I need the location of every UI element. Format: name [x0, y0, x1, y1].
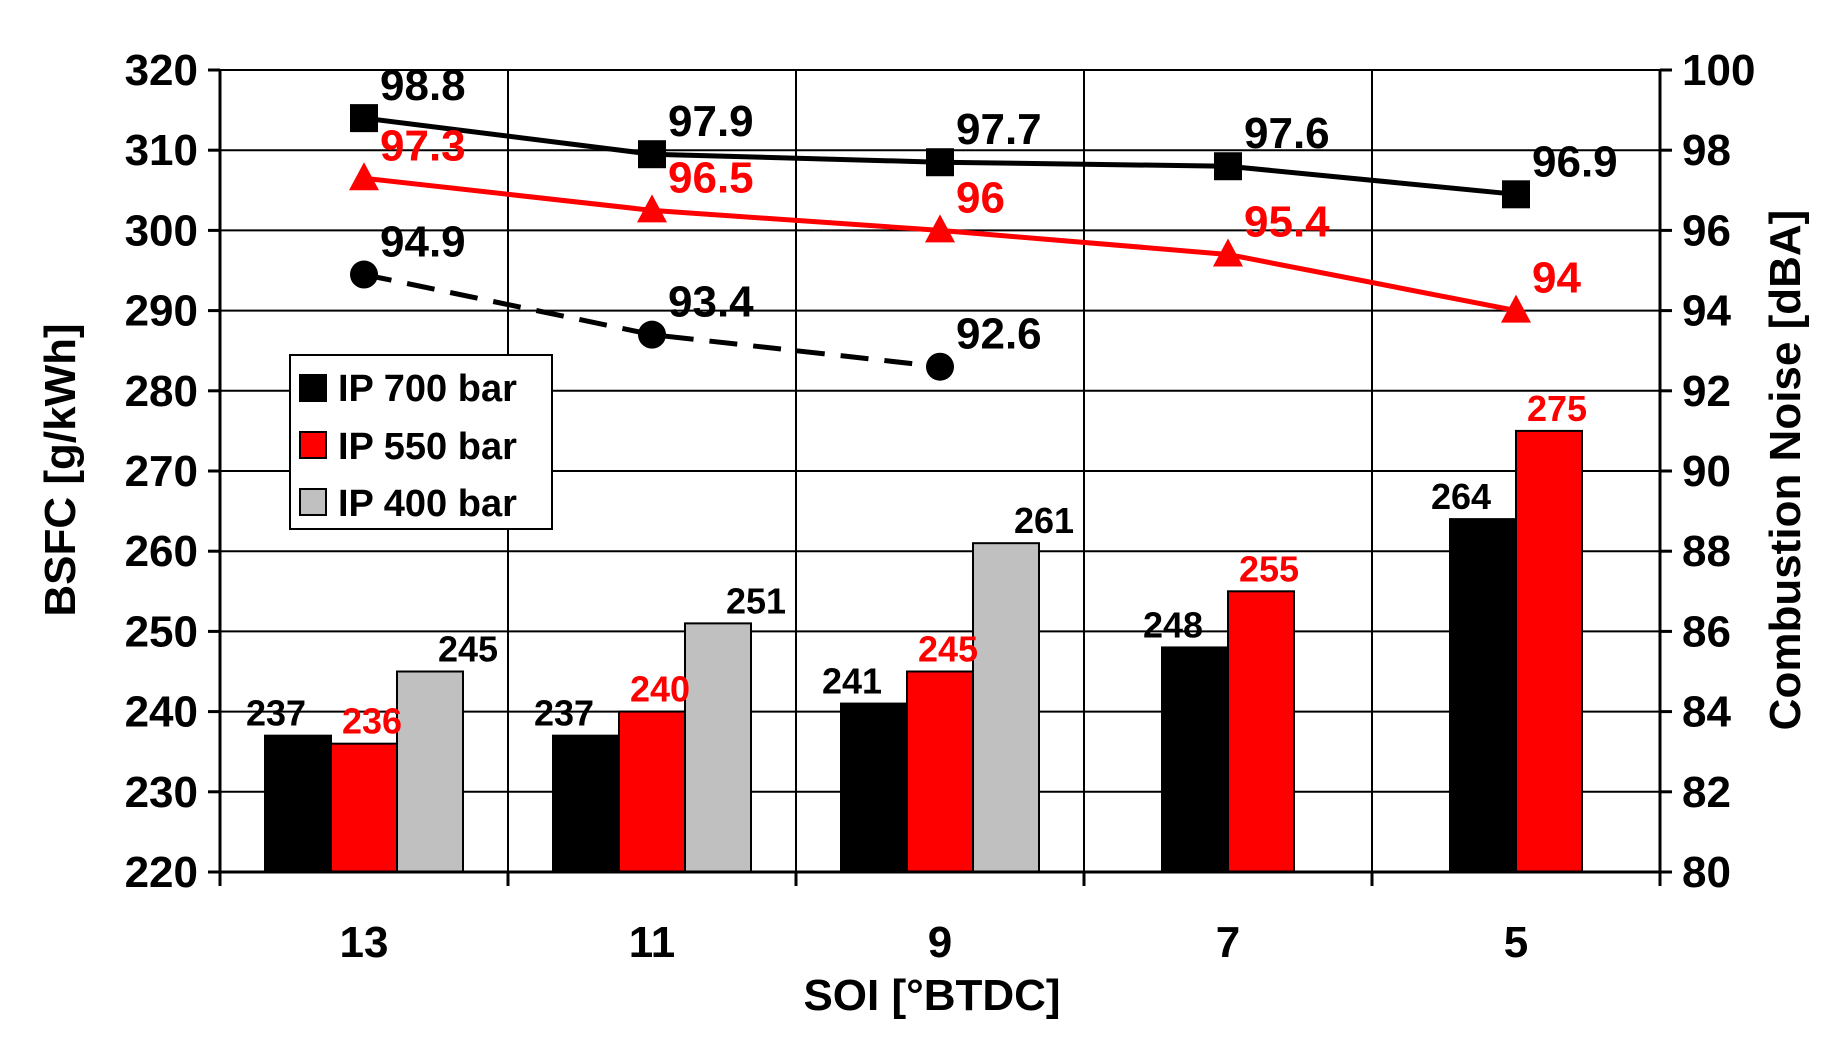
noise-value-label: 97.9 [668, 97, 754, 146]
y-tick-label: 300 [125, 206, 198, 255]
noise-value-label: 92.6 [956, 310, 1042, 359]
noise-value-label: 97.6 [1244, 109, 1330, 158]
y-tick-label: 240 [125, 688, 198, 737]
legend-swatch-400 [299, 488, 327, 516]
bar-value-label: 245 [438, 629, 498, 670]
legend-label-400: IP 400 bar [338, 483, 517, 525]
data-labels: 237 236 245 237 240 251 241 245 261 248 255 264 275 9… [246, 61, 1618, 742]
y-tick-label: 230 [125, 768, 198, 817]
bar-ip-700-bar [1161, 646, 1229, 873]
noise-value-label: 97.7 [956, 105, 1042, 154]
bar-ip-400-bar [972, 542, 1040, 873]
x-tick-label: 9 [928, 918, 952, 967]
noise-value-label: 98.8 [380, 61, 466, 110]
bar-value-label: 236 [342, 701, 402, 742]
bar-value-label: 241 [822, 661, 882, 702]
bar-ip-550-bar [906, 670, 974, 873]
bar-value-label: 264 [1431, 476, 1491, 517]
bar-ip-550-bar [330, 742, 398, 873]
legend-box [289, 354, 553, 530]
noise-value-label: 93.4 [668, 278, 754, 327]
noise-marker-circle [926, 352, 954, 381]
noise-value-label: 94 [1532, 254, 1581, 303]
noise-value-label: 97.3 [380, 121, 466, 170]
y2-tick-label: 100 [1682, 46, 1755, 95]
bar-ip-700-bar [840, 702, 908, 874]
y2-tick-label: 94 [1682, 287, 1731, 336]
y-tick-label: 260 [125, 527, 198, 576]
y-tick-label: 310 [125, 126, 198, 175]
noise-marker-circle [350, 260, 378, 289]
noise-marker-circle [638, 320, 666, 349]
bar-ip-550-bar [1227, 590, 1295, 873]
y-tick-label: 280 [125, 367, 198, 416]
noise-marker-square [1214, 152, 1242, 181]
y2-tick-label: 88 [1682, 527, 1731, 576]
bar-value-label: 255 [1239, 548, 1299, 589]
noise-lines [349, 104, 1531, 381]
bar-ip-550-bar [618, 710, 686, 873]
legend-swatch-700 [299, 374, 327, 402]
noise-marker-square [926, 148, 954, 177]
bar-ip-700-bar [552, 734, 620, 873]
x-axis-title: SOI [°BTDC] [803, 971, 1060, 1020]
noise-marker-square [350, 104, 378, 133]
y2-tick-label: 92 [1682, 367, 1731, 416]
y2-axis-title: Combustion Noise [dBA] [1761, 210, 1810, 731]
legend-swatch-550 [299, 431, 327, 459]
y2-tick-label: 80 [1682, 848, 1731, 897]
bar-value-label: 261 [1014, 500, 1074, 541]
y-axis-title: BSFC [g/kWh] [36, 323, 85, 616]
bar-value-label: 237 [534, 693, 594, 734]
bar-value-label: 245 [918, 629, 978, 670]
noise-marker-triangle [1213, 238, 1243, 267]
bars [264, 429, 1583, 874]
y-tick-label: 270 [125, 447, 198, 496]
y2-tick-label: 96 [1682, 206, 1731, 255]
bar-ip-700-bar [1449, 518, 1517, 873]
bar-value-label: 240 [630, 669, 690, 710]
bar-value-label: 275 [1527, 388, 1587, 429]
noise-line-circle [363, 272, 941, 370]
x-tick-label: 13 [340, 918, 389, 967]
bar-ip-550-bar [1515, 429, 1583, 873]
bar-value-label: 237 [246, 693, 306, 734]
bar-ip-700-bar [264, 734, 332, 873]
legend-label-700: IP 700 bar [338, 368, 517, 410]
noise-marker-triangle [637, 194, 667, 223]
x-tick-label: 5 [1504, 918, 1528, 967]
y2-tick-label: 86 [1682, 607, 1731, 656]
noise-value-label: 96 [956, 173, 1005, 222]
y2-tick-label: 82 [1682, 768, 1731, 817]
y-tick-label: 220 [125, 848, 198, 897]
noise-marker-square [638, 140, 666, 169]
y2-tick-label: 98 [1682, 126, 1731, 175]
bar-value-label: 248 [1143, 604, 1203, 645]
axes: 220 230 240 250 260 270 280 290 300 310 320 80 82 84 8… [125, 46, 1756, 967]
bar-ip-400-bar [396, 670, 464, 873]
bar-value-label: 251 [726, 580, 786, 621]
legend-label-550: IP 550 bar [338, 426, 517, 468]
y2-tick-label: 84 [1682, 688, 1731, 737]
noise-value-label: 94.9 [380, 218, 466, 267]
y2-tick-label: 90 [1682, 447, 1731, 496]
noise-marker-square [1502, 180, 1530, 209]
x-tick-label: 11 [629, 918, 676, 967]
noise-value-label: 96.9 [1532, 137, 1618, 186]
y-tick-label: 290 [125, 287, 198, 336]
noise-marker-triangle [925, 214, 955, 243]
noise-value-label: 95.4 [1244, 197, 1330, 246]
y-tick-label: 250 [125, 607, 198, 656]
y-tick-label: 320 [125, 46, 198, 95]
x-tick-label: 7 [1216, 918, 1240, 967]
noise-line-triangle [363, 175, 1517, 314]
noise-marker-triangle [349, 162, 379, 191]
legend: IP 700 bar IP 550 bar IP 400 bar [289, 354, 553, 530]
noise-marker-triangle [1501, 294, 1531, 323]
noise-value-label: 96.5 [668, 153, 754, 202]
bar-ip-400-bar [684, 622, 752, 873]
